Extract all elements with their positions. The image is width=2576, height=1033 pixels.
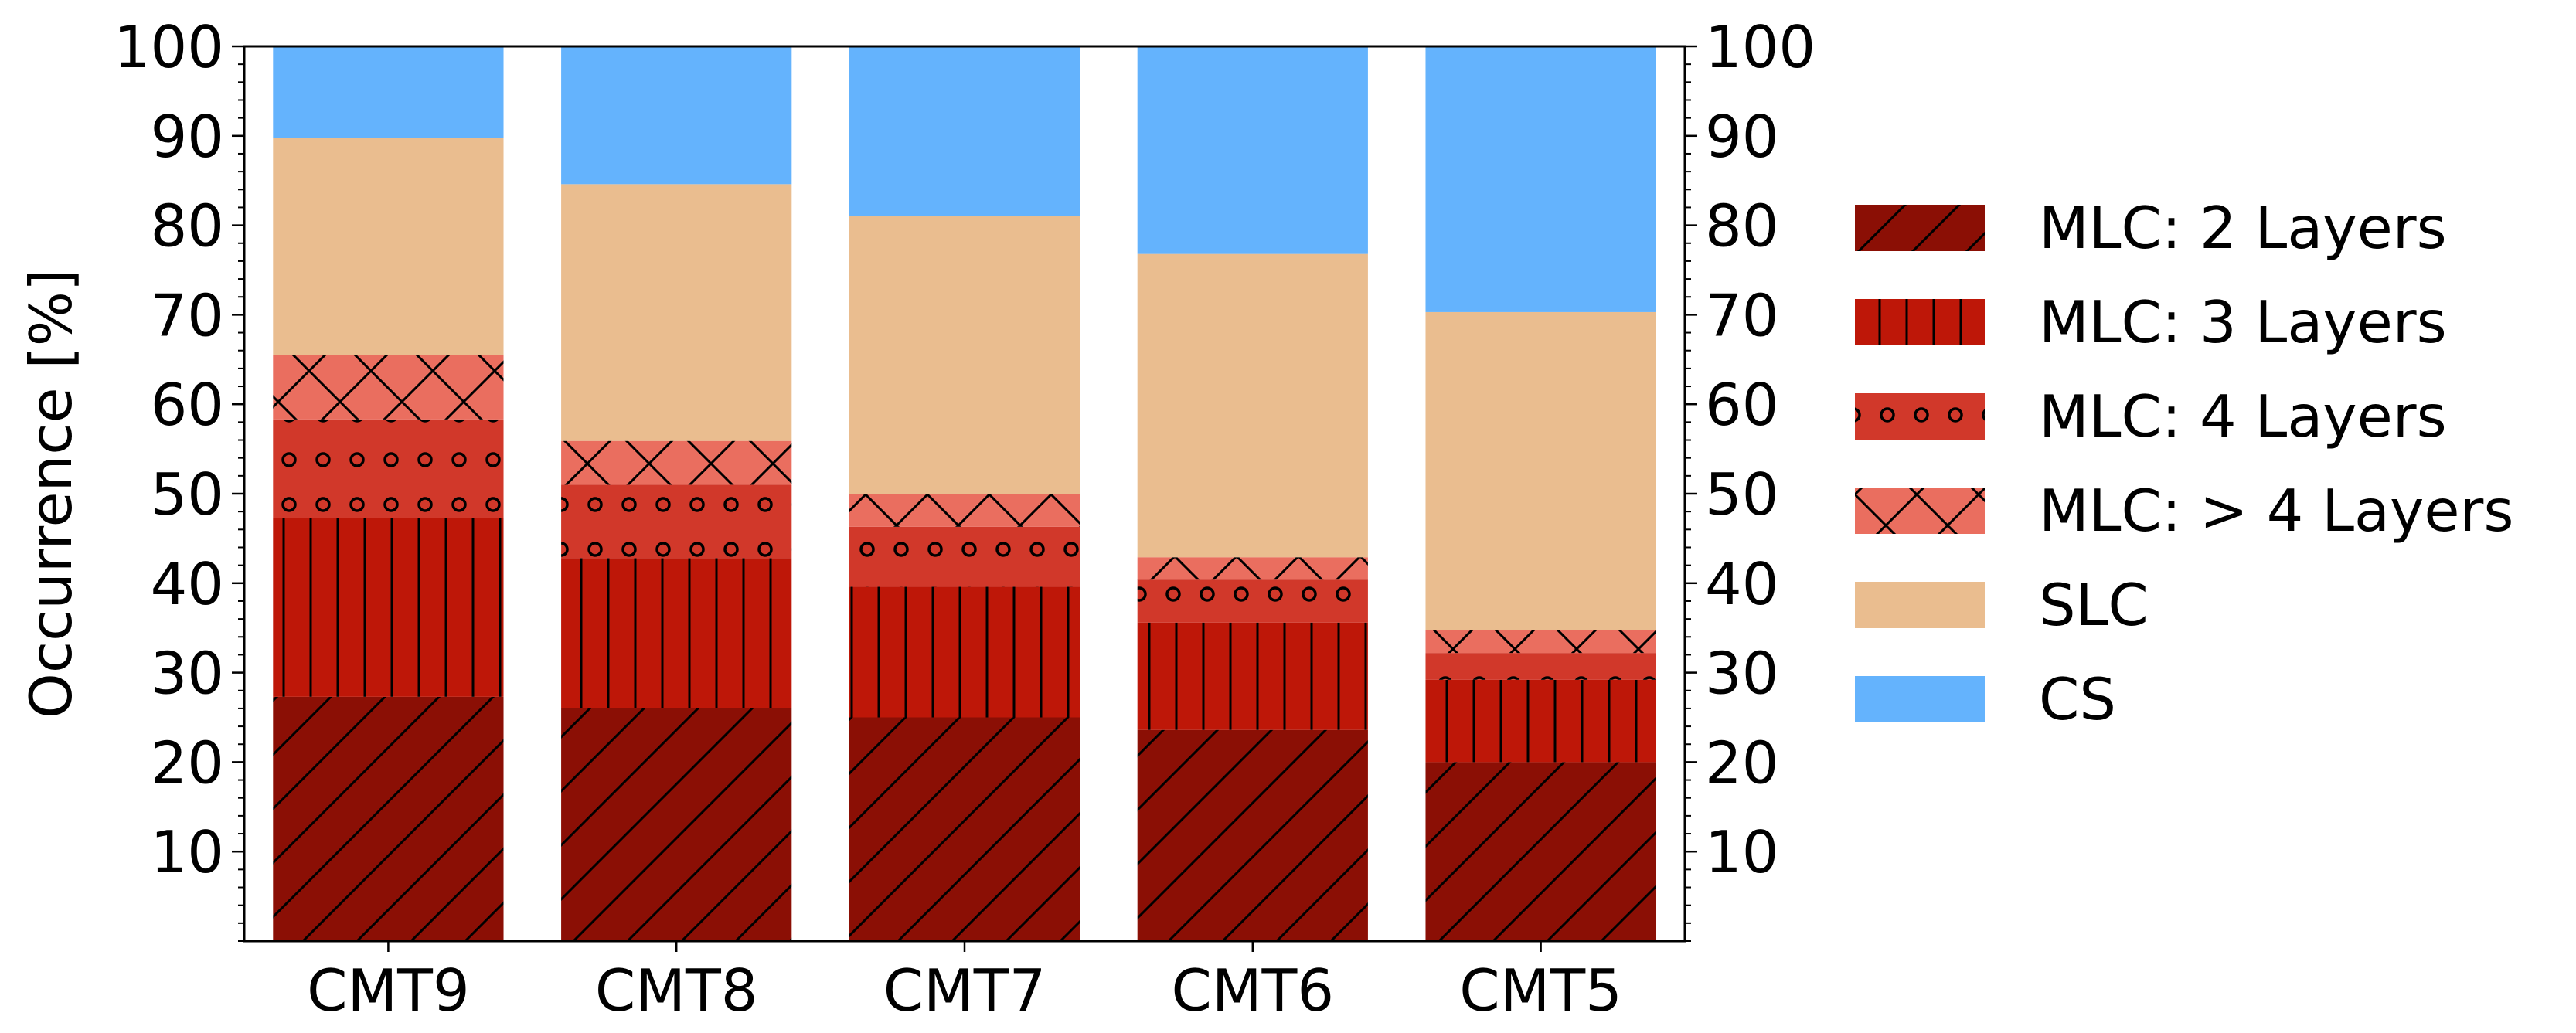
y-tick-label-left-20: 20 (151, 729, 224, 797)
legend-item-cs: CS (1855, 665, 2116, 733)
bar-stack-cmt6 (1137, 46, 1368, 941)
legend-item-slc: SLC (1855, 571, 2149, 639)
bar-segment-cmt6-mlc-2-layers (1137, 729, 1368, 941)
bar-segment-cmt6-mlc-4-layers (1137, 557, 1368, 580)
bar-segment-cmt6-mlc-3-layers (1137, 622, 1368, 730)
bar-segment-cmt5-cs (1425, 46, 1656, 312)
bar-stack-cmt8 (561, 46, 792, 941)
y-axis-title: Occurrence [%] (17, 269, 85, 719)
x-tick-label-cmt6: CMT6 (1171, 957, 1334, 1025)
legend-swatch-cs (1855, 676, 1985, 722)
legend-swatch-mlc-4-layers (1855, 393, 1985, 440)
bar-segment-cmt8-mlc-3-layers (561, 558, 792, 708)
bar-segment-cmt9-cs (273, 46, 504, 138)
y-tick-label-right-10: 10 (1705, 818, 1778, 886)
bar-segment-cmt7-slc (849, 216, 1080, 494)
bar-segment-cmt7-cs (849, 46, 1080, 217)
y-tick-label-left-60: 60 (151, 371, 224, 439)
bar-segment-cmt9-mlc-4-layers (273, 355, 504, 420)
bar-segment-cmt8-mlc-4-layers (561, 484, 792, 559)
axes: CMT9 CMT8 CMT7 CMT6 CMT5 10 10 20 20 30 30 40 40 50 50… (17, 13, 1815, 1025)
bar-stack-cmt7 (849, 46, 1080, 941)
legend-label-mlc-3-layers: MLC: 3 Layers (2039, 288, 2447, 356)
bar-segment-cmt8-mlc-4-layers (561, 440, 792, 485)
y-tick-label-left-40: 40 (151, 550, 224, 618)
legend-item-mlc-3-layers: MLC: 3 Layers (1855, 288, 2447, 356)
legend-item-mlc-4-layers: MLC: 4 Layers (1855, 382, 2447, 450)
y-tick-label-right-80: 80 (1705, 192, 1778, 260)
y-tick-label-right-30: 30 (1705, 640, 1778, 708)
legend-label-mlc-4-layers: MLC: > 4 Layers (2039, 477, 2513, 545)
y-tick-label-right-60: 60 (1705, 371, 1778, 439)
bar-segment-cmt9-mlc-4-layers (273, 419, 504, 518)
y-tick-label-left-10: 10 (151, 818, 224, 886)
y-tick-label-left-30: 30 (151, 640, 224, 708)
bar-segment-cmt7-mlc-4-layers (849, 494, 1080, 527)
legend-label-slc: SLC (2039, 571, 2149, 639)
y-tick-label-left-70: 70 (151, 281, 224, 349)
bar-segment-cmt9-mlc-2-layers (273, 696, 504, 941)
bar-stack-cmt5 (1425, 46, 1656, 941)
y-tick-label-right-40: 40 (1705, 550, 1778, 618)
y-tick-label-right-100: 100 (1705, 13, 1815, 81)
legend-item-mlc-4-layers: MLC: > 4 Layers (1855, 477, 2513, 545)
bar-segment-cmt5-mlc-2-layers (1425, 762, 1656, 941)
y-tick-label-right-90: 90 (1705, 103, 1778, 171)
y-tick-label-left-90: 90 (151, 103, 224, 171)
bar-segment-cmt8-cs (561, 46, 792, 185)
bar-segment-cmt5-slc (1425, 311, 1656, 630)
bar-segment-cmt6-cs (1137, 46, 1368, 254)
bar-segment-cmt5-mlc-4-layers (1425, 630, 1656, 654)
bar-segment-cmt8-slc (561, 184, 792, 441)
bar-segment-cmt6-slc (1137, 253, 1368, 558)
legend-swatch-mlc-4-layers (1855, 488, 1985, 534)
y-tick-label-right-50: 50 (1705, 460, 1778, 528)
y-tick-label-left-100: 100 (114, 13, 224, 81)
legend-label-cs: CS (2039, 665, 2116, 733)
bar-stack-cmt9 (273, 46, 504, 941)
legend: MLC: 2 Layers MLC: 3 Layers MLC: 4 Layers M… (1855, 194, 2513, 733)
y-tick-label-right-70: 70 (1705, 281, 1778, 349)
legend-label-mlc-4-layers: MLC: 4 Layers (2039, 382, 2447, 450)
bar-segment-cmt8-mlc-2-layers (561, 708, 792, 941)
x-tick-label-cmt7: CMT7 (883, 957, 1046, 1025)
bars (273, 46, 1656, 941)
bar-segment-cmt9-slc (273, 138, 504, 355)
y-tick-label-right-20: 20 (1705, 729, 1778, 797)
y-tick-label-left-50: 50 (151, 460, 224, 528)
bar-segment-cmt5-mlc-3-layers (1425, 679, 1656, 763)
legend-swatch-slc (1855, 582, 1985, 628)
legend-label-mlc-2-layers: MLC: 2 Layers (2039, 194, 2447, 262)
bar-segment-cmt5-mlc-4-layers (1425, 653, 1656, 680)
x-tick-label-cmt9: CMT9 (307, 957, 470, 1025)
legend-item-mlc-2-layers: MLC: 2 Layers (1855, 194, 2447, 262)
x-tick-label-cmt8: CMT8 (595, 957, 758, 1025)
bar-segment-cmt7-mlc-2-layers (849, 717, 1080, 941)
bar-segment-cmt6-mlc-4-layers (1137, 579, 1368, 623)
bar-segment-cmt7-mlc-4-layers (849, 526, 1080, 587)
x-tick-label-cmt5: CMT5 (1459, 957, 1622, 1025)
bar-segment-cmt7-mlc-3-layers (849, 586, 1080, 718)
y-tick-label-left-80: 80 (151, 192, 224, 260)
legend-swatch-mlc-3-layers (1855, 299, 1985, 345)
bar-segment-cmt9-mlc-3-layers (273, 518, 504, 697)
legend-swatch-mlc-2-layers (1855, 205, 1985, 251)
